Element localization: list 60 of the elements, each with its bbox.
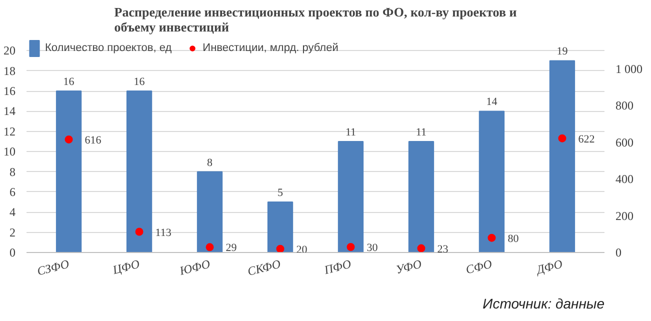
bar bbox=[196, 171, 223, 252]
data-label: 30 bbox=[366, 242, 378, 254]
data-label: 8 bbox=[207, 156, 214, 169]
point bbox=[558, 134, 566, 142]
x-tick-label: УФО bbox=[394, 256, 424, 277]
bar bbox=[267, 202, 294, 252]
y2-tick-label: 1 000 bbox=[616, 62, 642, 76]
y-tick-label: 8 bbox=[10, 164, 16, 179]
point bbox=[64, 135, 73, 144]
y-tick-label: 20 bbox=[4, 44, 16, 58]
point bbox=[417, 244, 426, 252]
chart-title: Распределение инвестиционных проектов по ФО, кол-ву проектов и объему инвестиций bbox=[114, 4, 518, 34]
y-tick-label: 6 bbox=[10, 184, 16, 199]
bar bbox=[478, 110, 505, 252]
x-tick-label: СФО bbox=[464, 256, 494, 277]
data-label: 11 bbox=[345, 126, 356, 138]
x-tick-label: ДФО bbox=[534, 256, 564, 277]
x-tick-label: ПФО bbox=[322, 256, 353, 278]
y2-tick-label: 200 bbox=[616, 208, 634, 223]
bar bbox=[408, 140, 434, 252]
bar bbox=[56, 90, 82, 252]
y2-tick-label: 600 bbox=[616, 135, 634, 150]
y-tick-label: 16 bbox=[4, 84, 16, 98]
data-label: 616 bbox=[84, 134, 102, 146]
data-label: 11 bbox=[416, 126, 427, 138]
y-tick-label: 10 bbox=[4, 144, 16, 159]
bar bbox=[338, 140, 364, 252]
y2-tick-label: 0 bbox=[616, 246, 622, 260]
data-label: 113 bbox=[155, 226, 172, 239]
x-tick-label: ЦФО bbox=[110, 256, 142, 278]
y-tick-label: 0 bbox=[10, 246, 16, 260]
x-tick-label: ЮФО bbox=[177, 256, 212, 278]
y-tick-label: 2 bbox=[10, 225, 16, 240]
point bbox=[488, 234, 496, 242]
y-tick-label: 18 bbox=[4, 64, 16, 78]
point bbox=[346, 243, 355, 251]
y-tick-label: 4 bbox=[10, 205, 16, 220]
data-label: 29 bbox=[226, 242, 238, 254]
y2-tick-label: 400 bbox=[616, 172, 634, 186]
text: Источник: данные bbox=[482, 296, 605, 312]
point bbox=[206, 243, 214, 252]
bar bbox=[126, 90, 152, 252]
data-label: 622 bbox=[578, 133, 595, 146]
data-label: 14 bbox=[486, 96, 498, 108]
legend-label: Инвестиции, млрд. рублей bbox=[202, 42, 338, 54]
data-label: 80 bbox=[508, 232, 520, 245]
x-tick-label: СКФО bbox=[246, 256, 282, 279]
y-tick-label: 12 bbox=[4, 124, 16, 138]
y-tick-label: 14 bbox=[4, 104, 16, 118]
point bbox=[276, 244, 284, 252]
data-label: 5 bbox=[278, 187, 284, 200]
bar bbox=[549, 60, 576, 252]
legend-label: Количество проектов, ед bbox=[45, 42, 172, 54]
x-tick-label: СЗФО bbox=[36, 256, 71, 278]
data-label: 16 bbox=[63, 76, 75, 88]
y2-tick-label: 800 bbox=[616, 98, 634, 113]
data-label: 16 bbox=[134, 76, 146, 88]
data-label: 19 bbox=[556, 46, 568, 58]
data-label: 23 bbox=[437, 243, 449, 256]
point bbox=[135, 228, 144, 236]
